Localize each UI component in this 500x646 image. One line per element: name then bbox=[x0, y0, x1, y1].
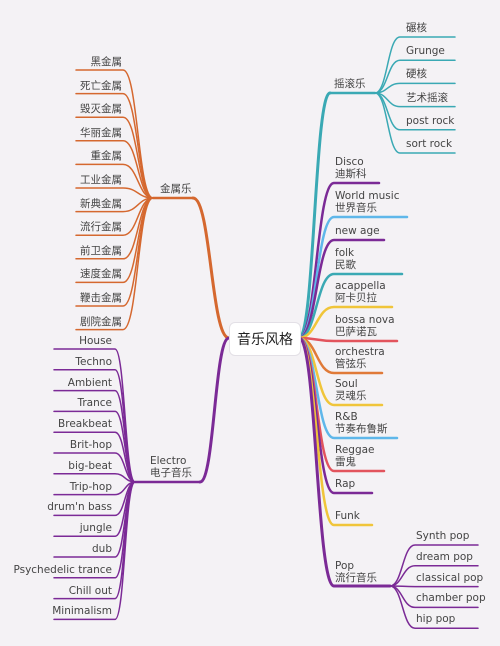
metal-leaf[interactable]: 毁灭金属 bbox=[80, 103, 122, 116]
pop-leaf[interactable]: classical pop bbox=[416, 571, 484, 584]
electro-leaf[interactable]: Techno bbox=[75, 355, 112, 368]
rock-leaf[interactable]: Grunge bbox=[406, 45, 445, 58]
electro-leaf[interactable]: Trance bbox=[77, 397, 112, 410]
metal-leaf-line bbox=[75, 116, 154, 199]
rock-leaf[interactable]: 艺术摇滚 bbox=[406, 91, 448, 104]
metal-leaf[interactable]: 华丽金属 bbox=[80, 126, 122, 139]
metal-leaf[interactable]: 流行金属 bbox=[80, 221, 122, 234]
electro-leaf[interactable]: drum'n bass bbox=[47, 501, 112, 514]
electro-label[interactable]: Electro 电子音乐 bbox=[150, 455, 192, 479]
rock-leaf-line bbox=[374, 59, 456, 94]
metal-label[interactable]: 金属乐 bbox=[160, 183, 192, 195]
electro-leaf[interactable]: Chill out bbox=[68, 584, 112, 597]
genre-label[interactable]: folk 民歌 bbox=[335, 247, 356, 271]
metal-leaf[interactable]: 鞭击金属 bbox=[80, 292, 122, 304]
genre-label[interactable]: acappella 阿卡贝拉 bbox=[335, 280, 386, 304]
root-node[interactable]: 音乐风格 bbox=[229, 322, 301, 356]
genre-label[interactable]: World music 世界音乐 bbox=[335, 190, 400, 214]
electro-leaf[interactable]: Ambient bbox=[67, 376, 112, 389]
genre-label[interactable]: Disco 迪斯科 bbox=[335, 156, 367, 180]
electro-leaf[interactable]: Psychedelic trance bbox=[13, 563, 112, 576]
genre-label[interactable]: new age bbox=[335, 225, 380, 237]
electro-leaf[interactable]: big-beat bbox=[68, 459, 112, 472]
electro-leaf[interactable]: Brit-hop bbox=[69, 439, 112, 451]
metal-branch-line bbox=[191, 196, 231, 340]
pop-label[interactable]: Pop 流行音乐 bbox=[335, 560, 377, 584]
rock-leaf-line bbox=[374, 92, 456, 154]
rock-label[interactable]: 摇滚乐 bbox=[334, 78, 366, 90]
electro-leaf[interactable]: House bbox=[79, 335, 112, 347]
pop-leaf-line bbox=[389, 585, 479, 588]
metal-leaf[interactable]: 黑金属 bbox=[90, 56, 123, 68]
rock-leaf[interactable]: 碾核 bbox=[406, 22, 427, 34]
genre-label[interactable]: Funk bbox=[335, 510, 360, 522]
metal-leaf-line bbox=[75, 92, 154, 199]
genre-branch-line bbox=[297, 336, 399, 343]
electro-leaf[interactable]: jungle bbox=[79, 522, 112, 535]
metal-leaf[interactable]: 剧院金属 bbox=[80, 315, 122, 328]
pop-leaf[interactable]: dream pop bbox=[416, 550, 473, 563]
electro-leaf[interactable]: dub bbox=[92, 543, 112, 555]
electro-leaf[interactable]: Minimalism bbox=[52, 605, 112, 618]
electro-leaf[interactable]: Trip-hop bbox=[69, 480, 112, 493]
genre-label[interactable]: Soul 灵魂乐 bbox=[335, 378, 367, 402]
metal-leaf-line bbox=[75, 140, 154, 199]
electro-branch-line bbox=[198, 336, 231, 484]
genre-label[interactable]: Reggae 雷鬼 bbox=[335, 444, 375, 468]
metal-leaf[interactable]: 死亡金属 bbox=[80, 79, 122, 92]
metal-leaf-line bbox=[75, 197, 154, 331]
pop-branch-line bbox=[297, 336, 392, 588]
rock-leaf[interactable]: sort rock bbox=[406, 138, 453, 150]
pop-leaf[interactable]: hip pop bbox=[416, 613, 456, 626]
metal-leaf[interactable]: 速度金属 bbox=[80, 268, 122, 281]
genre-label[interactable]: orchestra 管弦乐 bbox=[335, 346, 385, 370]
genre-label[interactable]: bossa nova 巴萨诺瓦 bbox=[335, 314, 395, 338]
pop-leaf[interactable]: Synth pop bbox=[416, 530, 470, 542]
genre-branch-line bbox=[297, 272, 404, 340]
metal-leaf[interactable]: 新典金属 bbox=[80, 197, 122, 210]
metal-leaf[interactable]: 工业金属 bbox=[80, 174, 122, 186]
metal-leaf[interactable]: 重金属 bbox=[90, 150, 123, 163]
metal-leaf-line bbox=[75, 163, 154, 199]
genre-label[interactable]: R&B 节奏布鲁斯 bbox=[335, 411, 388, 435]
metal-leaf[interactable]: 前卫金属 bbox=[80, 244, 122, 257]
electro-leaf-line bbox=[53, 481, 136, 621]
pop-leaf[interactable]: chamber pop bbox=[416, 592, 486, 605]
genre-label[interactable]: Rap bbox=[335, 478, 356, 490]
rock-leaf[interactable]: post rock bbox=[406, 114, 455, 127]
rock-branch-line bbox=[297, 91, 332, 340]
genre-branch-line bbox=[297, 238, 386, 340]
electro-leaf[interactable]: Breakbeat bbox=[58, 418, 112, 431]
pop-leaf-line bbox=[389, 585, 479, 629]
rock-leaf[interactable]: 硬核 bbox=[406, 68, 427, 81]
